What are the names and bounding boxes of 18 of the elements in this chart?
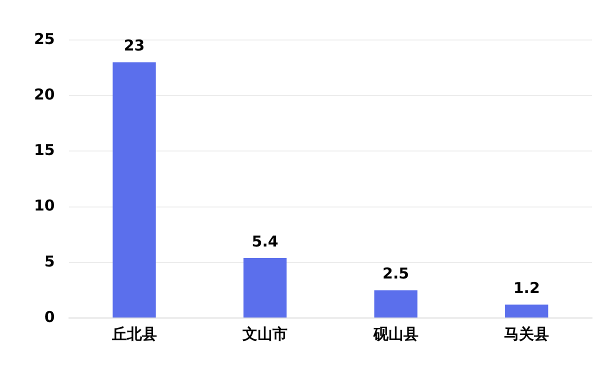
data-label: 5.4 <box>252 232 278 250</box>
bar <box>374 290 418 318</box>
x-tick-label: 砚山县 <box>372 324 418 343</box>
bar <box>243 258 287 318</box>
x-tick-label: 丘北县 <box>110 324 157 343</box>
y-tick-label: 25 <box>34 30 55 48</box>
y-tick-label: 20 <box>34 85 55 104</box>
data-label: 23 <box>124 36 145 55</box>
data-label: 2.5 <box>382 264 410 283</box>
y-tick-label: 10 <box>34 196 55 215</box>
x-tick-label: 马关县 <box>504 324 550 343</box>
y-tick-label: 5 <box>44 252 55 270</box>
x-tick-label: 文山市 <box>242 324 288 343</box>
bar <box>112 62 156 318</box>
data-label: 1.2 <box>513 279 540 298</box>
y-tick-label: 15 <box>34 141 55 160</box>
bar <box>505 304 548 318</box>
y-tick-label: 0 <box>44 308 55 326</box>
